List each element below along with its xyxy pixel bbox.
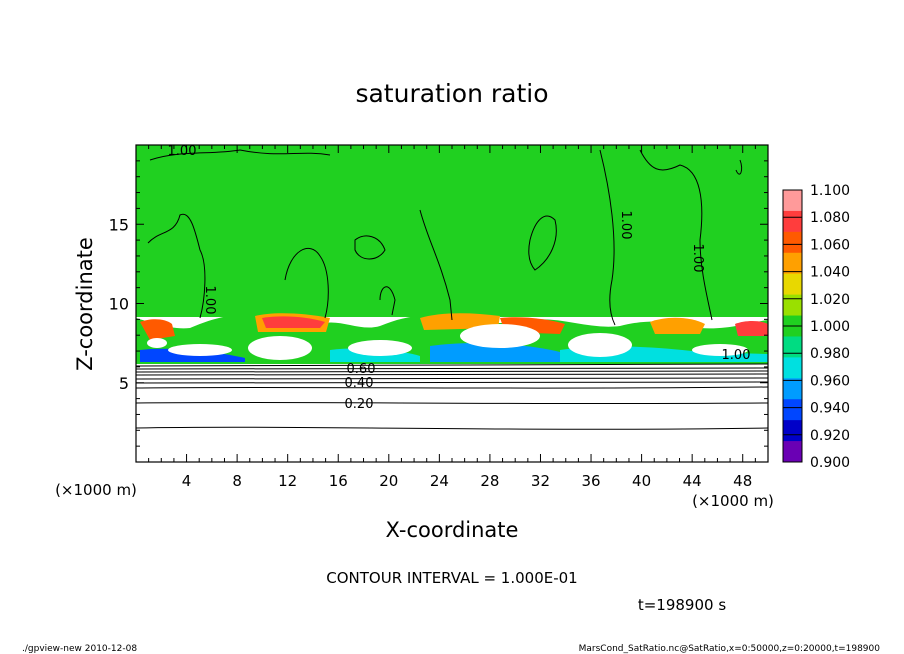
colorbar-label: 0.920: [810, 428, 850, 444]
contour-label: 1.00: [618, 211, 633, 240]
x-axis-label: X-coordinate: [386, 518, 519, 542]
x-tick-label: 20: [379, 472, 398, 490]
colorbar-label: 1.040: [810, 265, 850, 281]
colorbar-swatch: [783, 231, 802, 254]
colorbar-label: 1.060: [810, 237, 850, 253]
supersat-patch: [140, 319, 175, 340]
contour-label-group: 1.00 1.00 1.00 1.00 1.00 0.60 0.40 0.20: [168, 144, 751, 412]
colorbar-swatch: [783, 273, 802, 296]
contour-label: 1.00: [690, 244, 705, 273]
y-axis-label: Z-coordinate: [73, 237, 97, 371]
colorbar-label: 1.080: [810, 210, 850, 226]
colorbar-label: 0.960: [810, 373, 850, 389]
x-tick-label: 8: [232, 472, 242, 490]
colorbar-swatch: [783, 336, 802, 358]
supersat-patch: [650, 317, 705, 334]
footer-right: MarsCond_SatRatio.nc@SatRatio,x=0:50000,…: [579, 644, 881, 654]
cloud-interior: [460, 324, 540, 348]
colorbar-label: 1.020: [810, 292, 850, 308]
supersat-patch: [262, 316, 325, 328]
colorbar-swatch: [783, 399, 802, 421]
x-axis: 4 8 12 16 20 24 28 32 36 40 44 48: [148, 145, 756, 490]
contour-label: 1.00: [202, 286, 217, 315]
y-tick-label: 10: [109, 295, 129, 314]
x-tick-label: 36: [581, 472, 600, 490]
cloud-interior: [168, 344, 232, 356]
x-tick-label: 4: [182, 472, 192, 490]
contour-label: 1.00: [722, 348, 751, 363]
time-text: t=198900 s: [638, 596, 726, 614]
cloud-interior: [348, 340, 412, 356]
cloud-interior: [568, 333, 632, 357]
contour-label: 1.00: [168, 144, 197, 159]
subsat-band: [430, 343, 560, 362]
plot-area: [136, 145, 768, 462]
contour-lines-lower: [136, 363, 768, 430]
contour-label: 0.20: [345, 397, 374, 412]
cloud-interior: [248, 336, 312, 360]
footer-left: ./gpview-new 2010-12-08: [22, 644, 137, 654]
x-tick-label: 40: [632, 472, 651, 490]
colorbar-label: 0.940: [810, 401, 850, 417]
cloud-interior: [147, 338, 167, 348]
colorbar-swatch: [783, 252, 802, 275]
y-tick-label: 5: [119, 374, 129, 393]
colorbar-label: 0.980: [810, 346, 850, 362]
supersat-patch: [735, 321, 768, 336]
y-unit-label: (×1000 m): [55, 481, 137, 499]
x-tick-label: 28: [480, 472, 499, 490]
contour-label: 0.40: [345, 376, 374, 391]
colorbar-swatch: [783, 190, 802, 212]
colorbar-label: 1.000: [810, 319, 850, 335]
contour-lines-upper: [147, 149, 743, 326]
colorbar-swatch: [783, 357, 802, 379]
y-tick-label: 15: [109, 215, 129, 234]
x-tick-label: 44: [683, 472, 702, 490]
colorbar-label: 1.100: [810, 183, 850, 199]
contour-interval-text: CONTOUR INTERVAL = 1.000E-01: [326, 569, 577, 587]
x-tick-label: 48: [733, 472, 752, 490]
y-axis: 5 10 15: [109, 160, 768, 447]
saturated-region-fill: [136, 145, 768, 317]
colorbar-label: 0.900: [810, 455, 850, 471]
colorbar-swatch: [783, 210, 802, 233]
x-tick-label: 32: [531, 472, 550, 490]
colorbar: 1.100 1.080 1.060 1.040 1.020 1.000 0.980 0.960…: [782, 183, 850, 471]
colorbar-swatch: [783, 294, 802, 317]
x-unit-label: (×1000 m): [692, 492, 774, 510]
colorbar-swatch: [783, 420, 802, 442]
colorbar-swatch: [783, 378, 802, 400]
x-tick-label: 12: [278, 472, 297, 490]
x-tick-label: 24: [430, 472, 449, 490]
colorbar-swatch: [783, 441, 802, 463]
chart-title: saturation ratio: [355, 79, 548, 108]
contour-label: 0.60: [347, 362, 376, 377]
x-tick-label: 16: [329, 472, 348, 490]
cloud-interior: [692, 344, 748, 356]
